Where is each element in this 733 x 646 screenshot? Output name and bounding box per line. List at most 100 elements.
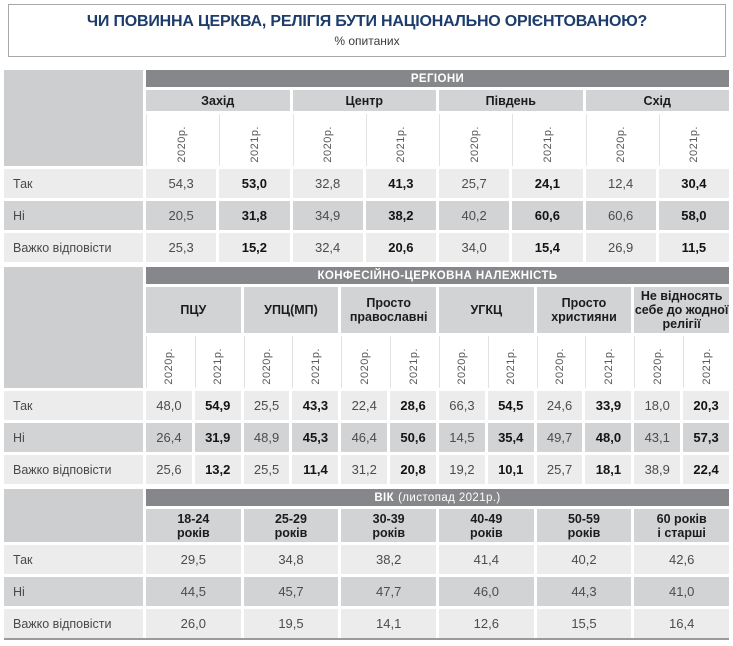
value-cell: 40,2 — [536, 545, 632, 574]
answer-label: Так — [4, 545, 143, 574]
section-band: КОНФЕСІЙНО-ЦЕРКОВНА НАЛЕЖНІСТЬ — [146, 267, 729, 284]
year-header-cell: 2021р. — [390, 336, 436, 388]
year-label: 2021р. — [602, 348, 615, 385]
value-cell: 15,4 — [512, 233, 583, 262]
value-cell: 25,5 — [243, 455, 290, 484]
value-cell: 46,4 — [341, 423, 388, 452]
row-label-header-cell — [4, 489, 143, 542]
section-title: РЕГІОНИ — [410, 72, 465, 85]
group-header: Не відносять себе до жодної релігії — [634, 287, 729, 333]
group-header: УГКЦ — [438, 287, 534, 333]
data-table-2: КОНФЕСІЙНО-ЦЕРКОВНА НАЛЕЖНІСТЬ ПЦУ УПЦ(МП)… — [4, 267, 729, 484]
data-table-1: РЕГІОНИ Захід Центр Південь Схід 2020р. 2021р.… — [4, 70, 729, 262]
answer-label: Важко відповісти — [4, 455, 143, 484]
value-cell: 25,7 — [536, 455, 583, 484]
value-cell: 18,1 — [585, 455, 632, 484]
year-header-cell: 2020р. — [438, 336, 485, 388]
year-label: 2021р. — [395, 126, 408, 163]
section-band: РЕГІОНИ — [146, 70, 729, 87]
value-cell: 57,3 — [683, 423, 729, 452]
year-label: 2021р. — [505, 348, 518, 385]
group-header: Центр — [292, 90, 436, 111]
value-cell: 25,5 — [243, 391, 290, 420]
year-label: 2020р. — [651, 348, 664, 385]
value-cell: 26,4 — [146, 423, 192, 452]
value-cell: 18,0 — [634, 391, 681, 420]
year-header-cell: 2021р. — [365, 114, 436, 166]
group-header: Захід — [146, 90, 290, 111]
group-header: 60 років і старші — [634, 509, 729, 542]
value-cell: 43,3 — [292, 391, 339, 420]
value-cell: 22,4 — [683, 455, 729, 484]
value-cell: 15,2 — [219, 233, 290, 262]
value-cell: 38,2 — [341, 545, 436, 574]
answer-label: Важко відповісти — [4, 233, 143, 262]
year-header-cell: 2021р. — [292, 336, 339, 388]
value-cell: 44,5 — [146, 577, 241, 606]
section-title: ВІК — [374, 491, 395, 504]
year-header-cell: 2021р. — [512, 114, 583, 166]
tables: РЕГІОНИ Захід Центр Південь Схід 2020р. 2021р.… — [4, 70, 729, 640]
data-table-3: ВІК (листопад 2021р.) 18-24 років 25-29 рок… — [4, 489, 729, 638]
value-cell: 34,9 — [292, 201, 363, 230]
value-cell: 44,3 — [536, 577, 632, 606]
year-label: 2020р. — [261, 348, 274, 385]
value-cell: 34,0 — [439, 233, 510, 262]
value-cell: 33,9 — [585, 391, 632, 420]
year-label: 2021р. — [309, 348, 322, 385]
value-cell: 48,0 — [146, 391, 192, 420]
year-label: 2021р. — [700, 348, 713, 385]
value-cell: 34,8 — [243, 545, 339, 574]
section-title: КОНФЕСІЙНО-ЦЕРКОВНА НАЛЕЖНІСТЬ — [317, 269, 558, 282]
row-label-header-cell — [4, 267, 143, 388]
year-label: 2020р. — [358, 348, 371, 385]
value-cell: 20,5 — [146, 201, 217, 230]
answer-label: Ні — [4, 577, 143, 606]
section-subtitle: (листопад 2021р.) — [398, 491, 501, 504]
value-cell: 53,0 — [219, 169, 290, 198]
year-header-cell: 2020р. — [146, 336, 192, 388]
value-cell: 22,4 — [341, 391, 388, 420]
year-header-cell: 2020р. — [243, 336, 290, 388]
value-cell: 25,6 — [146, 455, 192, 484]
group-header: Схід — [585, 90, 729, 111]
year-header-cell: 2020р. — [341, 336, 388, 388]
value-cell: 10,1 — [487, 455, 534, 484]
group-header: 30-39 років — [341, 509, 436, 542]
value-cell: 14,5 — [438, 423, 485, 452]
value-cell: 48,0 — [585, 423, 632, 452]
page-title: ЧИ ПОВИННА ЦЕРКВА, РЕЛІГІЯ БУТИ НАЦІОНАЛ… — [86, 13, 648, 30]
year-header-cell: 2021р. — [219, 114, 290, 166]
value-cell: 49,7 — [536, 423, 583, 452]
value-cell: 38,9 — [634, 455, 681, 484]
value-cell: 25,3 — [146, 233, 217, 262]
value-cell: 24,1 — [512, 169, 583, 198]
value-cell: 54,3 — [146, 169, 217, 198]
value-cell: 19,5 — [243, 609, 339, 638]
value-cell: 15,5 — [536, 609, 632, 638]
year-header-cell: 2021р. — [683, 336, 729, 388]
value-cell: 54,9 — [194, 391, 241, 420]
year-header-cell: 2020р. — [146, 114, 217, 166]
year-label: 2021р. — [407, 348, 420, 385]
title-box: ЧИ ПОВИННА ЦЕРКВА, РЕЛІГІЯ БУТИ НАЦІОНАЛ… — [8, 4, 726, 57]
value-cell: 26,0 — [146, 609, 241, 638]
value-cell: 41,3 — [365, 169, 436, 198]
year-header-cell: 2020р. — [439, 114, 510, 166]
value-cell: 41,0 — [634, 577, 729, 606]
value-cell: 58,0 — [658, 201, 729, 230]
group-header: УПЦ(МП) — [243, 287, 339, 333]
year-label: 2020р. — [456, 348, 469, 385]
value-cell: 43,1 — [634, 423, 681, 452]
year-header-cell: 2020р. — [634, 336, 681, 388]
value-cell: 32,8 — [292, 169, 363, 198]
value-cell: 19,2 — [438, 455, 485, 484]
value-cell: 16,4 — [634, 609, 729, 638]
value-cell: 20,3 — [683, 391, 729, 420]
value-cell: 32,4 — [292, 233, 363, 262]
value-cell: 26,9 — [585, 233, 656, 262]
value-cell: 11,4 — [292, 455, 339, 484]
year-header-cell: 2021р. — [194, 336, 241, 388]
value-cell: 12,4 — [585, 169, 656, 198]
value-cell: 11,5 — [658, 233, 729, 262]
